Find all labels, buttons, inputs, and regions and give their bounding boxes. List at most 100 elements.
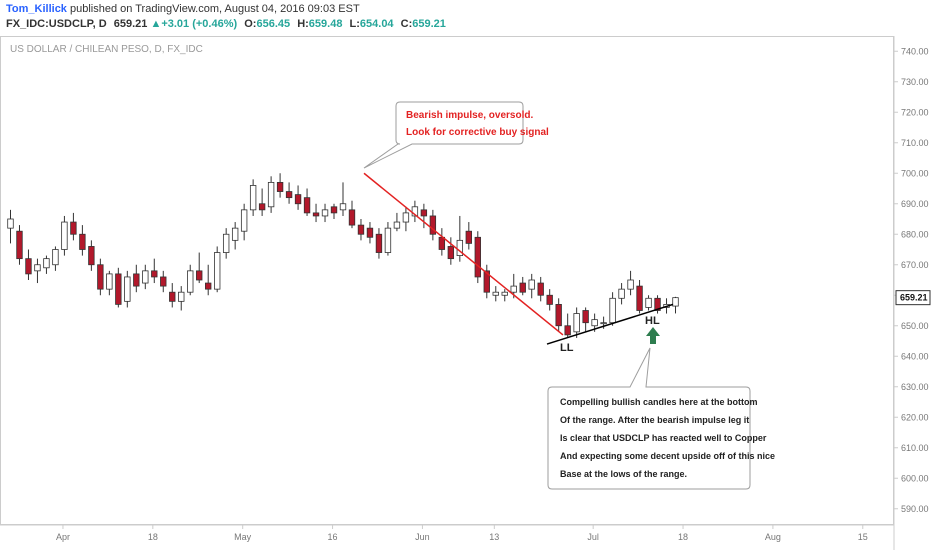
bearish-trend-line[interactable] — [363, 172, 564, 336]
candle-body-bearish — [70, 221, 77, 235]
candle[interactable] — [465, 222, 472, 250]
candle[interactable] — [654, 295, 661, 314]
candle[interactable] — [115, 267, 122, 308]
candle[interactable] — [88, 240, 95, 271]
callout-bearish[interactable]: Bearish impulse, oversold. Look for corr… — [363, 101, 549, 169]
candle[interactable] — [564, 313, 571, 338]
candle[interactable] — [375, 228, 383, 259]
symbol-label[interactable]: FX_IDC:USDCLP, D — [6, 18, 107, 30]
candle[interactable] — [330, 203, 338, 219]
candle[interactable] — [142, 264, 149, 290]
candle-body-bearish — [654, 297, 661, 311]
price-tick-label: 730.00 — [901, 77, 929, 87]
candle[interactable] — [447, 237, 455, 265]
candle-body-bullish — [627, 279, 634, 290]
candle[interactable] — [402, 206, 410, 232]
chart-header: Tom_Killick published on TradingView.com… — [0, 0, 932, 34]
publish-text: published on TradingView.com, August 04,… — [66, 3, 360, 15]
candle[interactable] — [214, 246, 221, 293]
candle[interactable] — [348, 200, 356, 229]
price-tick-label: 650.00 — [901, 321, 929, 331]
candle[interactable] — [267, 176, 275, 213]
candle-body-bullish — [142, 270, 149, 284]
candle[interactable] — [79, 225, 86, 256]
candle[interactable] — [672, 296, 679, 314]
candle[interactable] — [501, 289, 508, 302]
candle[interactable] — [70, 212, 77, 241]
candle[interactable] — [124, 270, 131, 308]
candle[interactable] — [231, 222, 239, 250]
candle[interactable] — [618, 283, 625, 305]
candle[interactable] — [16, 225, 23, 265]
candle[interactable] — [312, 203, 320, 223]
candle[interactable] — [169, 283, 176, 308]
candle[interactable] — [294, 185, 302, 210]
callout-bullish-line1: Compelling bullish candles here at the b… — [560, 397, 758, 407]
candle[interactable] — [393, 212, 401, 232]
candle-body-bearish — [151, 270, 158, 278]
candle[interactable] — [240, 203, 248, 241]
candle[interactable] — [258, 188, 266, 216]
candle[interactable] — [187, 264, 194, 296]
candle[interactable] — [555, 298, 562, 332]
candle-body-bullish — [267, 181, 275, 208]
candle[interactable] — [357, 219, 365, 241]
candle[interactable] — [384, 222, 392, 256]
price-chart[interactable]: US DOLLAR / CHILEAN PESO, D, FX_IDC 590.… — [0, 36, 932, 550]
candle[interactable] — [474, 231, 481, 284]
callout-bullish[interactable]: Compelling bullish candles here at the b… — [547, 347, 775, 490]
candle[interactable] — [492, 286, 499, 302]
support-line[interactable] — [546, 303, 674, 345]
candle[interactable] — [222, 228, 230, 259]
candle[interactable] — [483, 264, 490, 299]
candle[interactable] — [636, 280, 643, 314]
price-tick-label: 690.00 — [901, 199, 929, 209]
candle[interactable] — [528, 273, 535, 299]
candle[interactable] — [339, 182, 347, 216]
candle[interactable] — [537, 276, 544, 302]
candle[interactable] — [196, 252, 203, 284]
candle[interactable] — [178, 286, 185, 311]
candle[interactable] — [627, 270, 634, 296]
candle[interactable] — [97, 258, 104, 296]
candle[interactable] — [61, 215, 68, 256]
candle[interactable] — [582, 307, 589, 332]
time-tick-label: Apr — [56, 532, 70, 542]
candle[interactable] — [645, 295, 652, 311]
candle[interactable] — [205, 264, 212, 296]
candle[interactable] — [420, 203, 428, 229]
candle[interactable] — [546, 289, 553, 311]
price-axis[interactable]: 590.00 600.00 610.00 620.00 630.00 640.00 650.… — [894, 46, 931, 514]
candle-body-bullish — [501, 291, 508, 296]
candle[interactable] — [160, 270, 167, 293]
candle-body-bullish — [178, 291, 185, 302]
time-tick-label: 13 — [489, 532, 499, 542]
candle[interactable] — [249, 179, 257, 216]
candle[interactable] — [133, 264, 140, 293]
candle[interactable] — [276, 173, 284, 198]
candle-body-bearish — [582, 310, 589, 324]
last-price-marker — [895, 290, 931, 306]
candle[interactable] — [429, 209, 437, 241]
candle[interactable] — [303, 188, 311, 216]
candle[interactable] — [285, 182, 293, 204]
candle[interactable] — [25, 249, 32, 281]
candle[interactable] — [519, 276, 526, 296]
candle[interactable] — [106, 270, 113, 296]
candle[interactable] — [34, 258, 41, 284]
price-tick-label: 720.00 — [901, 107, 929, 117]
candle[interactable] — [151, 258, 158, 284]
candle-body-bearish — [169, 291, 176, 302]
time-axis[interactable]: Apr 18 May 16 Jun 13 Jul 18 Aug 15 — [56, 525, 868, 542]
candle[interactable] — [366, 222, 374, 244]
candle[interactable] — [43, 255, 50, 274]
author-link[interactable]: Tom_Killick — [6, 3, 67, 15]
last-price-axis-label: 659.21 — [900, 293, 928, 303]
candle[interactable] — [52, 246, 59, 271]
candle[interactable] — [321, 203, 329, 223]
candle[interactable] — [7, 209, 14, 244]
candle[interactable] — [573, 307, 580, 338]
last-price: 659.21 — [113, 18, 148, 30]
candle-body-bullish — [600, 322, 607, 325]
candle-body-bullish — [672, 297, 679, 307]
